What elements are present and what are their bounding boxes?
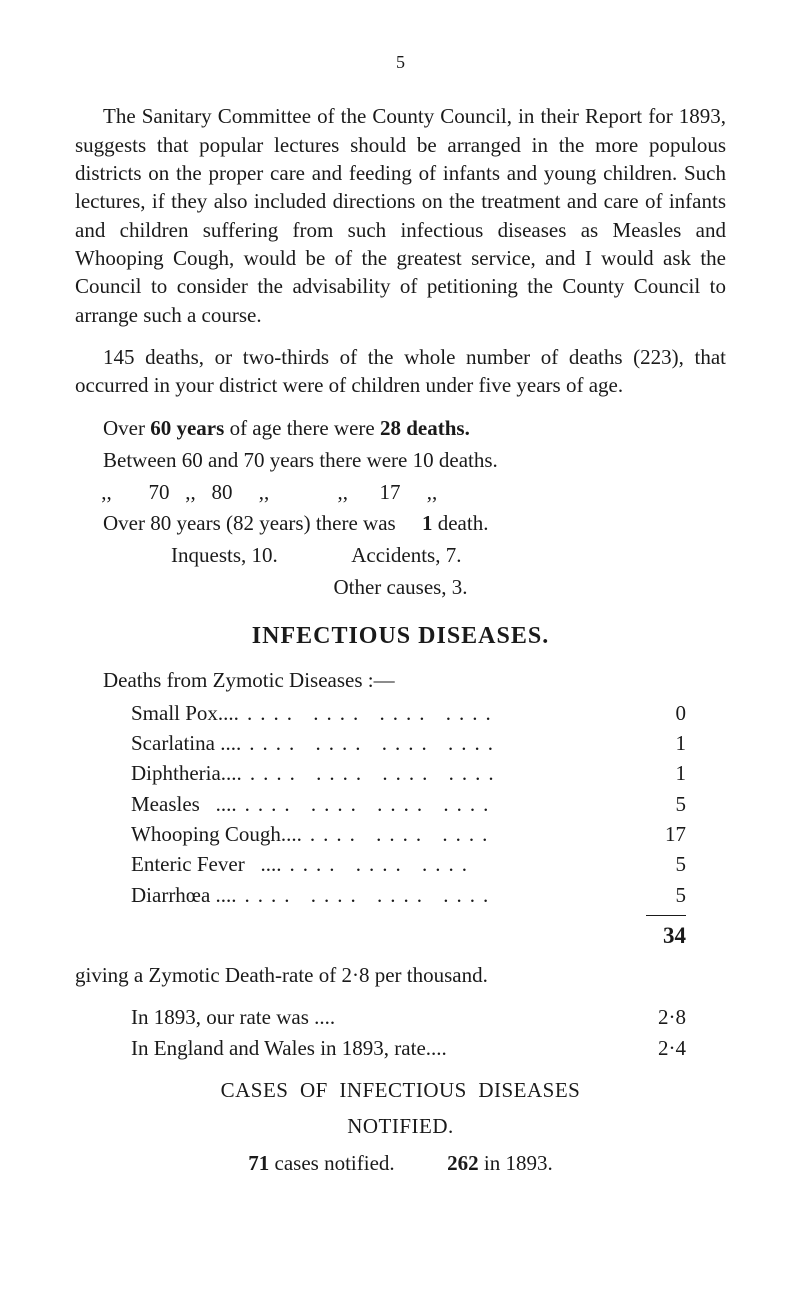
- disease-value: 1: [646, 759, 686, 787]
- rate-1893-value: 2·8: [658, 1003, 686, 1031]
- paragraph-2: 145 deaths, or two-thirds of the whole n…: [75, 343, 726, 400]
- over60-num: 60 years: [150, 416, 224, 440]
- disease-row: Diarrhœa .... .... .... .... .... 5: [131, 881, 686, 909]
- zymotic-rate-line: giving a Zymotic Death-rate of 2·8 per t…: [75, 961, 726, 989]
- disease-row: Enteric Fever .... .... .... .... 5: [131, 850, 686, 878]
- disease-value: 1: [646, 729, 686, 757]
- disease-name: Diarrhœa ....: [131, 881, 237, 909]
- rate-1893-label: In 1893, our rate was ....: [131, 1003, 335, 1031]
- final-mid: cases notified.: [269, 1151, 447, 1175]
- disease-list: Small Pox.... .... .... .... .... 0 Scar…: [131, 699, 686, 909]
- final-line: 71 cases notified. 262 in 1893.: [75, 1149, 726, 1177]
- disease-name: Diphtheria....: [131, 759, 242, 787]
- between-line: Between 60 and 70 years there were 10 de…: [75, 446, 726, 474]
- over80-bold: 1: [422, 511, 433, 535]
- deaths-intro: Deaths from Zymotic Diseases :—: [75, 666, 726, 694]
- rate-row-1893: In 1893, our rate was .... 2·8: [131, 1003, 686, 1031]
- cases-heading-2: NOTIFIED.: [75, 1112, 726, 1140]
- disease-row: Small Pox.... .... .... .... .... 0: [131, 699, 686, 727]
- disease-value: 5: [646, 850, 686, 878]
- disease-name: Scarlatina ....: [131, 729, 241, 757]
- disease-row: Whooping Cough.... .... .... .... 17: [131, 820, 686, 848]
- disease-row: Scarlatina .... .... .... .... .... 1: [131, 729, 686, 757]
- over60-deaths: 28 deaths.: [380, 416, 470, 440]
- final-bold2: 262: [447, 1151, 479, 1175]
- disease-row: Measles .... .... .... .... .... 5: [131, 790, 686, 818]
- dots: .... .... ....: [281, 850, 646, 878]
- dots: .... .... .... ....: [239, 699, 646, 727]
- rate-row-england: In England and Wales in 1893, rate.... 2…: [131, 1034, 686, 1062]
- final-bold1: 71: [248, 1151, 269, 1175]
- total-value: 34: [75, 920, 686, 951]
- over-80-line: Over 80 years (82 years) there was 1 dea…: [75, 509, 726, 537]
- page-number: 5: [75, 50, 726, 74]
- section-heading-infectious: INFECTIOUS DISEASES.: [75, 620, 726, 652]
- over60-pre: Over: [103, 416, 150, 440]
- over60-mid: of age there were: [224, 416, 380, 440]
- cases-heading-1: CASES OF INFECTIOUS DISEASES: [75, 1076, 726, 1104]
- dots: .... .... .... ....: [237, 881, 646, 909]
- over80-post: death.: [432, 511, 488, 535]
- disease-value: 0: [646, 699, 686, 727]
- inquests-line: Inquests, 10. Accidents, 7.: [115, 541, 726, 569]
- total-rule: [646, 915, 686, 916]
- dots: .... .... ....: [302, 820, 646, 848]
- disease-value: 5: [646, 881, 686, 909]
- dots: .... .... .... ....: [242, 759, 646, 787]
- disease-value: 5: [646, 790, 686, 818]
- ditto-line: ,, 70 ,, 80 ,, ,, 17 ,,: [75, 478, 726, 506]
- dots: .... .... .... ....: [237, 790, 646, 818]
- over-60-line: Over 60 years of age there were 28 death…: [75, 414, 726, 442]
- disease-name: Small Pox....: [131, 699, 239, 727]
- rate-england-label: In England and Wales in 1893, rate....: [131, 1034, 447, 1062]
- final-end: in 1893.: [479, 1151, 553, 1175]
- disease-row: Diphtheria.... .... .... .... .... 1: [131, 759, 686, 787]
- dots: .... .... .... ....: [241, 729, 646, 757]
- over80-pre: Over 80 years (82 years) there was: [103, 511, 422, 535]
- disease-name: Measles ....: [131, 790, 237, 818]
- other-causes-line: Other causes, 3.: [75, 573, 726, 601]
- disease-name: Whooping Cough....: [131, 820, 302, 848]
- disease-name: Enteric Fever ....: [131, 850, 281, 878]
- rate-england-value: 2·4: [658, 1034, 686, 1062]
- disease-value: 17: [646, 820, 686, 848]
- paragraph-1: The Sanitary Committee of the County Cou…: [75, 102, 726, 329]
